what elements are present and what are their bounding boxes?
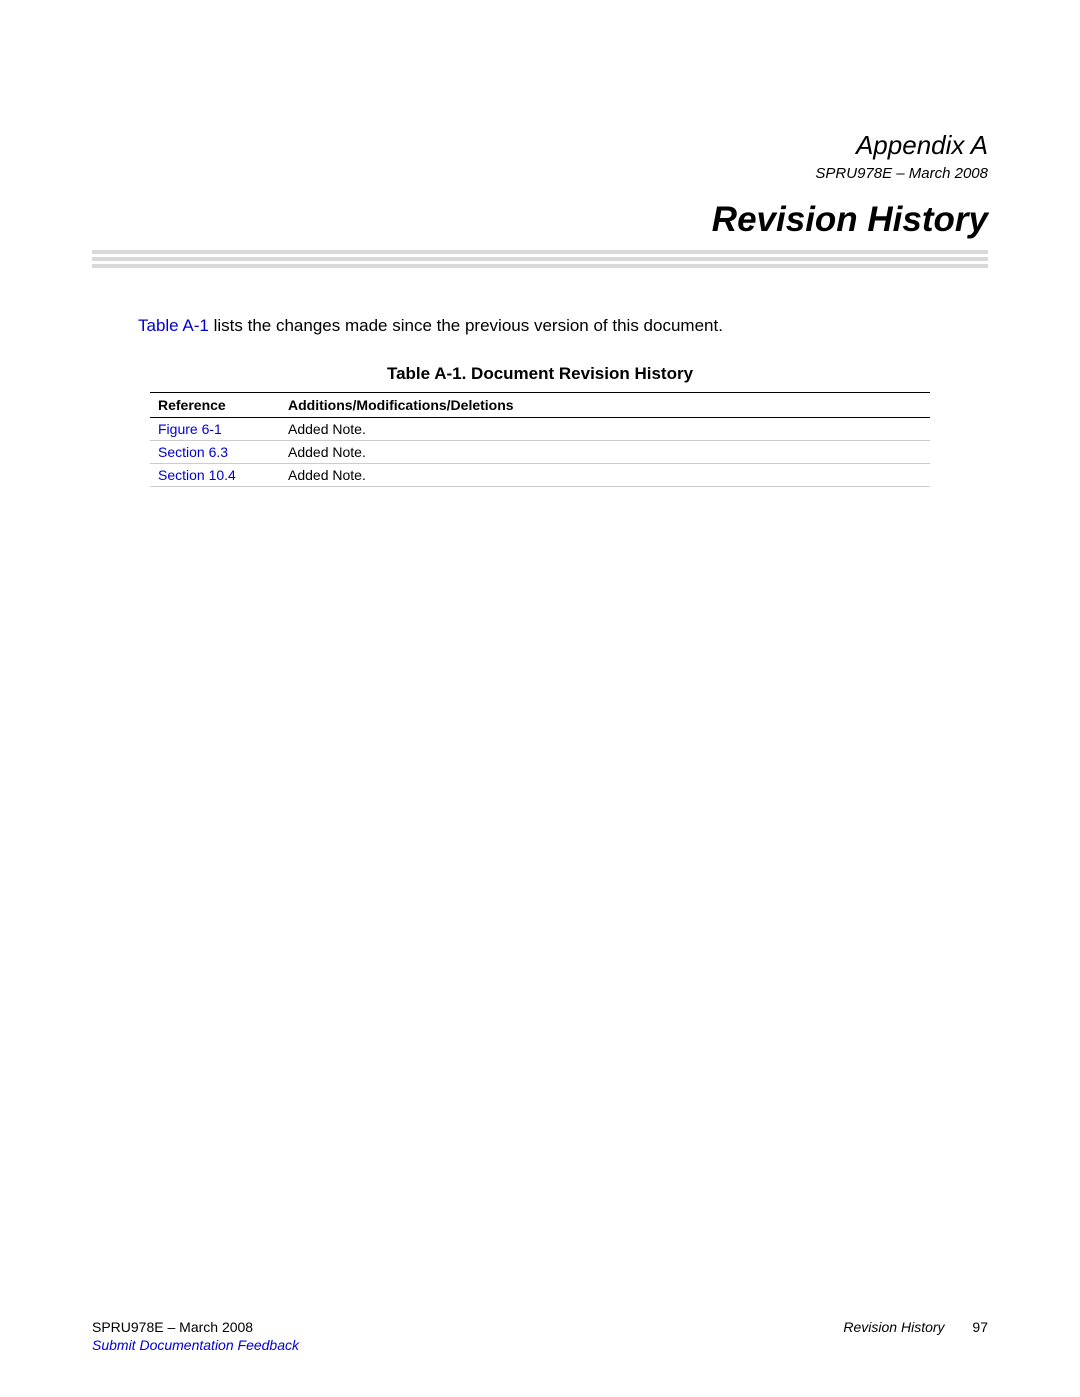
ref-link[interactable]: Figure 6-1 [158,421,222,437]
ref-link[interactable]: Section 10.4 [158,467,236,483]
submit-feedback-link[interactable]: Submit Documentation Feedback [92,1337,988,1353]
change-text: Added Note. [280,441,930,464]
table-header-changes: Additions/Modifications/Deletions [280,393,930,418]
table-caption: Table A-1. Document Revision History [92,364,988,384]
table-row: Figure 6-1 Added Note. [150,418,930,441]
ref-link[interactable]: Section 6.3 [158,444,228,460]
revision-history-table: Reference Additions/Modifications/Deleti… [150,392,930,487]
page-title: Revision History [92,200,988,240]
divider-line [92,264,988,268]
change-text: Added Note. [280,418,930,441]
page-footer: SPRU978E – March 2008 Revision History 9… [92,1319,988,1353]
table-ref-link[interactable]: Table A-1 [138,316,209,335]
table-row: Section 6.3 Added Note. [150,441,930,464]
footer-page-number: 97 [972,1319,988,1335]
doc-id: SPRU978E – March 2008 [92,165,988,182]
table-header-reference: Reference [150,393,280,418]
appendix-label: Appendix A [92,130,988,161]
footer-section-title: Revision History [843,1319,944,1335]
table-row: Section 10.4 Added Note. [150,464,930,487]
divider-group [92,250,988,268]
intro-paragraph: Table A-1 lists the changes made since t… [138,316,988,336]
intro-text: lists the changes made since the previou… [209,316,723,335]
footer-doc-id: SPRU978E – March 2008 [92,1319,253,1335]
divider-line [92,250,988,254]
divider-line [92,257,988,261]
change-text: Added Note. [280,464,930,487]
